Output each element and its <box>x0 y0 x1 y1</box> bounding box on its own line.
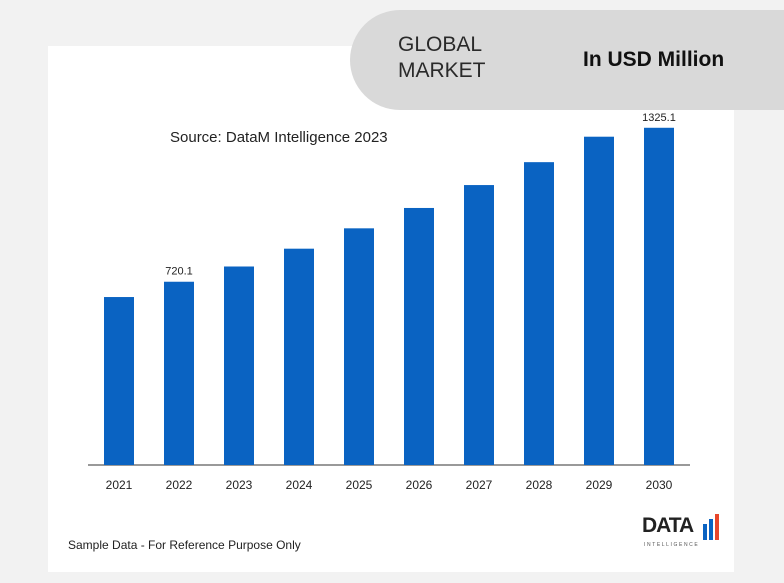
x-tick-label: 2022 <box>166 478 193 492</box>
data-label: 720.1 <box>165 266 193 278</box>
x-tick-label: 2024 <box>286 478 313 492</box>
bar-2022 <box>164 281 194 465</box>
market-label: GLOBAL MARKET <box>398 32 538 84</box>
x-tick-label: 2030 <box>646 478 673 492</box>
bar-2023 <box>224 266 254 465</box>
bar-2026 <box>404 207 434 466</box>
x-tick-label: 2028 <box>526 478 553 492</box>
company-logo: DATA INTELLIGENCE <box>640 512 724 554</box>
x-tick-label: 2029 <box>586 478 613 492</box>
header-tab: GLOBAL MARKET In USD Million <box>350 10 784 110</box>
logo-sub: INTELLIGENCE <box>644 542 700 548</box>
unit-label: In USD Million <box>583 48 725 71</box>
bar-2021 <box>104 297 134 465</box>
logo-word: DATA <box>642 514 694 537</box>
chart-card <box>48 46 734 572</box>
x-tick-label: 2027 <box>466 478 493 492</box>
x-tick-label: 2023 <box>226 478 253 492</box>
bar-logo-icon <box>703 514 719 540</box>
bar-2029 <box>584 136 614 465</box>
x-tick-label: 2026 <box>406 478 433 492</box>
source-text: Source: DataM Intelligence 2023 <box>170 129 388 146</box>
market-label-line1: GLOBAL <box>398 33 483 56</box>
x-tick-label: 2021 <box>106 478 133 492</box>
market-label-line2: MARKET <box>398 59 486 82</box>
bar-2024 <box>284 248 314 465</box>
bar-2028 <box>524 162 554 465</box>
bar-2027 <box>464 185 494 465</box>
bar-2025 <box>344 228 374 465</box>
footer-note: Sample Data - For Reference Purpose Only <box>68 538 301 552</box>
data-label: 1325.1 <box>642 112 676 124</box>
x-tick-label: 2025 <box>346 478 373 492</box>
bar-2030 <box>644 127 674 465</box>
